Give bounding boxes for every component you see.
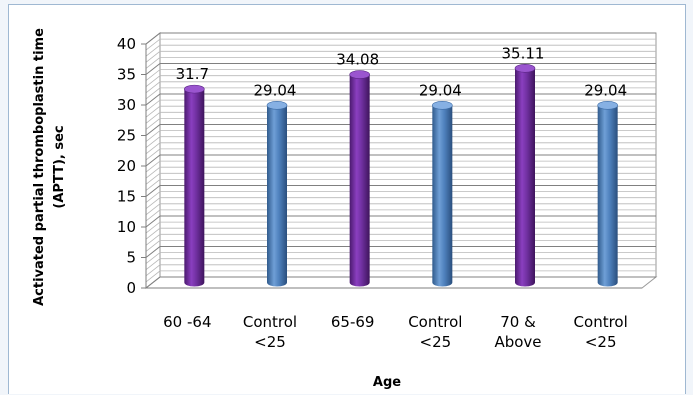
y-tick-label: 15: [117, 188, 136, 206]
data-label: 29.04: [254, 81, 297, 99]
gridline: [145, 81, 656, 94]
y-axis-title: Activated partial thromboplastin time (AP…: [32, 28, 67, 306]
data-label: 29.04: [419, 81, 462, 99]
gridline: [145, 203, 656, 216]
bar-body: [515, 68, 535, 287]
gridlines: [141, 32, 656, 289]
gridline: [145, 136, 656, 149]
bar-top: [514, 64, 536, 73]
bar: [432, 101, 453, 287]
chart-frame: 0 5 10 15 20 25 30 35 40 31.7 29.04 34.08 29.04 35.1…: [8, 4, 686, 394]
gridline: [145, 124, 656, 136]
bar-body: [267, 105, 287, 287]
y-tick-label: 5: [126, 249, 136, 267]
gridline: [145, 166, 656, 179]
y-tick-labels: 0 5 10 15 20 25 30 35 40: [117, 35, 136, 297]
gridline: [145, 93, 656, 106]
data-label: 35.11: [502, 44, 545, 62]
gridline: [145, 197, 656, 210]
gridline: [145, 142, 656, 155]
bars: [184, 64, 618, 287]
gridline: [145, 148, 656, 161]
floor: [144, 276, 658, 289]
gridline: [145, 57, 656, 69]
gridline: [145, 111, 656, 124]
y-tick-label: 10: [117, 218, 136, 236]
gridline: [145, 50, 656, 63]
gridline: [145, 233, 656, 246]
gridline: [145, 270, 656, 283]
gridline: [145, 239, 656, 252]
gridline: [145, 32, 656, 45]
x-tick-labels: 60 -64 Control <25 65-69 Control <25 70 & Above…: [163, 313, 628, 351]
x-tick-label: 65-69: [331, 313, 375, 331]
data-labels: 31.7 29.04 34.08 29.04 35.11 29.04: [176, 44, 628, 99]
y-tick-label: 20: [117, 157, 136, 175]
gridline: [145, 118, 656, 130]
gridline: [145, 44, 656, 57]
x-tick-label: 70 & Above: [494, 313, 541, 351]
gridline: [145, 252, 656, 264]
gridline: [145, 172, 656, 185]
bar: [266, 101, 288, 287]
gridline: [145, 38, 656, 51]
y-tick-label: 40: [117, 35, 136, 53]
x-tick-label: Control <25: [574, 313, 628, 351]
chart-walls: [144, 31, 658, 290]
data-label: 34.08: [336, 51, 379, 69]
y-tick-label: 0: [126, 279, 136, 297]
data-label: 31.7: [176, 65, 209, 83]
gridline: [145, 87, 656, 100]
gridline: [145, 215, 656, 228]
bar: [597, 101, 618, 287]
bar-top: [597, 101, 618, 110]
x-axis-title: Age: [373, 375, 401, 390]
y-tick-label: 35: [117, 66, 136, 84]
gridline: [145, 69, 656, 81]
gridline: [145, 191, 656, 203]
y-tick-label: 30: [117, 96, 136, 114]
y-tick-label: 25: [117, 127, 136, 145]
x-tick-label: Control <25: [243, 313, 297, 351]
gridline: [145, 209, 656, 222]
gridline: [145, 178, 656, 191]
gridline: [145, 105, 656, 118]
gridline: [145, 258, 656, 271]
gridline: [145, 276, 656, 289]
bar: [184, 84, 205, 287]
gridline: [145, 63, 656, 75]
data-label: 29.04: [584, 81, 627, 99]
x-tick-label: Control <25: [408, 313, 462, 351]
bar: [349, 70, 370, 287]
x-tick-label: 60 -64: [163, 313, 211, 331]
gridline: [145, 130, 656, 142]
bar-body: [349, 74, 370, 287]
gridline: [145, 160, 656, 173]
bar-top: [184, 84, 205, 94]
gridline: [145, 221, 656, 234]
gridline: [145, 99, 656, 112]
bar-body: [432, 105, 453, 287]
bar-body: [597, 105, 618, 287]
bar: [514, 64, 536, 287]
bar-chart: 0 5 10 15 20 25 30 35 40 31.7 29.04 34.08 29.04 35.1…: [32, 28, 658, 390]
gridline: [145, 246, 656, 258]
gridline: [145, 154, 656, 167]
gridline: [145, 75, 656, 88]
bar-top: [432, 101, 453, 110]
gridline: [145, 227, 656, 240]
bar-top: [266, 101, 288, 110]
gridline: [145, 185, 656, 197]
gridline: [145, 264, 656, 277]
bar-body: [184, 89, 205, 287]
bar-top: [349, 70, 370, 79]
